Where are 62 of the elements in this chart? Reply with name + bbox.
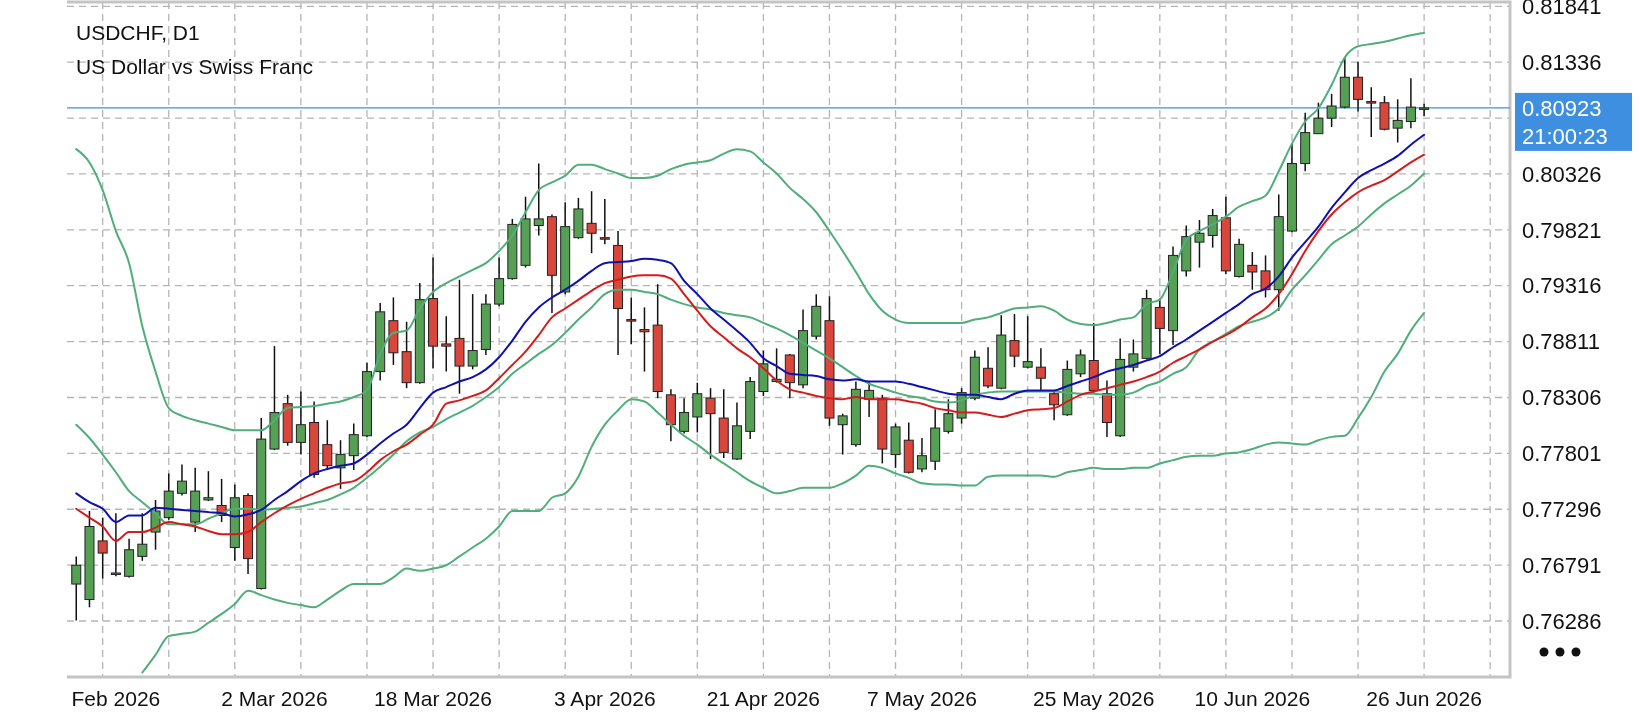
candlestick bbox=[110, 512, 121, 578]
candlestick bbox=[1247, 251, 1258, 291]
x-tick-label: 2 Mar 2026 bbox=[221, 687, 328, 710]
y-tick-label: 0.78811 bbox=[1522, 329, 1600, 355]
candlestick bbox=[1405, 77, 1416, 129]
candlestick bbox=[679, 397, 690, 435]
candlestick bbox=[983, 346, 994, 389]
y-tick-label: 0.78306 bbox=[1522, 385, 1602, 411]
candlestick bbox=[348, 422, 359, 471]
candlestick bbox=[1326, 93, 1337, 128]
y-tick-label: 0.81336 bbox=[1522, 49, 1602, 75]
candlestick bbox=[705, 387, 716, 460]
x-tick-label: 3 Apr 2026 bbox=[554, 687, 656, 710]
candlestick bbox=[1313, 101, 1324, 135]
candlestick bbox=[1154, 297, 1165, 355]
candlestick bbox=[626, 296, 637, 345]
x-tick-label: 21 Apr 2026 bbox=[706, 687, 821, 710]
candlestick bbox=[943, 398, 954, 435]
candlestick bbox=[97, 516, 108, 580]
x-tick-label: Feb 2026 bbox=[71, 687, 161, 710]
x-tick-label: 26 Jun 2026 bbox=[1366, 687, 1482, 710]
candlestick bbox=[533, 162, 544, 237]
candlestick bbox=[295, 390, 306, 456]
candlestick bbox=[335, 439, 346, 490]
candlestick bbox=[1366, 86, 1377, 138]
y-tick-label: 0.76791 bbox=[1522, 552, 1602, 578]
x-tick-label: 18 Mar 2026 bbox=[374, 687, 492, 710]
candlestick bbox=[1022, 315, 1033, 370]
candlestick bbox=[203, 470, 214, 502]
text: US Dollar vs Swiss Franc bbox=[76, 55, 313, 78]
candlestick bbox=[137, 512, 148, 562]
y-tick-label: 0.76286 bbox=[1522, 608, 1602, 634]
candlestick bbox=[916, 437, 927, 474]
candlestick bbox=[837, 412, 848, 456]
ref-line-label: 0.80923 bbox=[1522, 95, 1602, 121]
candlestick bbox=[441, 315, 452, 373]
y-tick-label: 0.77296 bbox=[1522, 496, 1602, 522]
candlestick bbox=[1419, 103, 1430, 117]
text: USDCHF, D1 bbox=[76, 21, 200, 44]
x-tick-label: 25 May 2026 bbox=[1033, 687, 1155, 710]
text: 21:00:23 bbox=[1522, 123, 1608, 149]
candlestick bbox=[322, 419, 333, 470]
candlestick bbox=[1075, 348, 1086, 378]
candlestick bbox=[692, 381, 703, 434]
candlestick bbox=[639, 306, 650, 373]
x-tick-label: 7 May 2026 bbox=[867, 687, 977, 710]
candlestick bbox=[1353, 61, 1364, 113]
candlestick bbox=[599, 198, 610, 246]
y-tick-label: 0.79821 bbox=[1522, 217, 1602, 243]
y-tick-label: 0.77801 bbox=[1522, 441, 1602, 467]
candlestick bbox=[71, 555, 82, 622]
candlestick bbox=[1194, 219, 1205, 269]
y-tick-label: 0.79316 bbox=[1522, 273, 1602, 299]
candlestick bbox=[1009, 313, 1020, 368]
candlestick bbox=[467, 293, 478, 371]
line-series bbox=[141, 311, 1426, 674]
candlestick bbox=[176, 463, 187, 497]
y-tick-label: 0.80326 bbox=[1522, 161, 1602, 187]
candlestick bbox=[1260, 254, 1271, 299]
candlestick bbox=[586, 190, 597, 254]
candlestick bbox=[1392, 98, 1403, 144]
x-tick-label: 10 Jun 2026 bbox=[1194, 687, 1311, 710]
